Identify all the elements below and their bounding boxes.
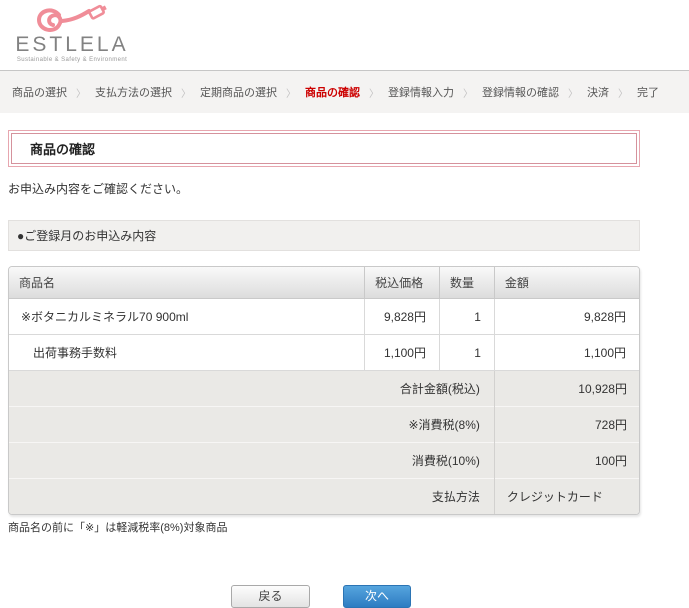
product-price: 1,100円	[364, 334, 440, 371]
product-name: ※ボタニカルミネラル70 900ml	[9, 298, 365, 335]
summary-row-tax10: 消費税(10%) 100円	[9, 442, 639, 479]
summary-label: 合計金額(税込)	[9, 370, 495, 407]
page-title-box: 商品の確認	[8, 130, 640, 167]
summary-value: 728円	[493, 406, 639, 443]
breadcrumb-step-complete[interactable]: 完了	[637, 87, 659, 99]
estlela-swirl-icon	[36, 4, 107, 32]
col-header-amount: 金額	[493, 267, 639, 299]
section-heading: ●ご登録月のお申込み内容	[8, 220, 640, 251]
product-qty: 1	[438, 298, 495, 335]
table-row: ※ボタニカルミネラル70 900ml 9,828円 1 9,828円	[9, 298, 639, 335]
col-header-quantity: 数量	[438, 267, 495, 299]
breadcrumb-step-settlement[interactable]: 決済	[587, 87, 609, 99]
button-row: 戻る 次へ	[8, 585, 640, 608]
summary-label: ※消費税(8%)	[9, 406, 495, 443]
summary-value: 10,928円	[493, 370, 639, 407]
product-qty: 1	[438, 334, 495, 371]
summary-label: 消費税(10%)	[9, 442, 495, 479]
chevron-right-icon: 〉	[568, 88, 578, 100]
chevron-right-icon: 〉	[76, 88, 86, 100]
chevron-right-icon: 〉	[618, 88, 628, 100]
brand-name: ESTLELA	[15, 33, 129, 56]
product-amount: 1,100円	[493, 334, 639, 371]
chevron-right-icon: 〉	[463, 88, 473, 100]
product-price: 9,828円	[364, 298, 440, 335]
summary-row-payment-method: 支払方法 クレジットカード	[9, 478, 639, 514]
instruction-text: お申込み内容をご確認ください。	[8, 182, 189, 196]
product-amount: 9,828円	[493, 298, 639, 335]
summary-value: クレジットカード	[493, 478, 639, 514]
breadcrumb-step-product-confirm: 商品の確認	[305, 87, 360, 99]
breadcrumb: 商品の選択 〉 支払方法の選択 〉 定期商品の選択 〉 商品の確認 〉 登録情報…	[0, 70, 689, 113]
summary-row-tax8: ※消費税(8%) 728円	[9, 406, 639, 443]
back-button[interactable]: 戻る	[231, 585, 310, 608]
breadcrumb-step-registration-input[interactable]: 登録情報入力	[388, 87, 454, 99]
brand-tagline: Sustainable & Safety & Environment	[16, 57, 128, 63]
breadcrumb-step-registration-confirm[interactable]: 登録情報の確認	[482, 87, 559, 99]
summary-value: 100円	[493, 442, 639, 479]
brand-logo: ESTLELA Sustainable & Safety & Environme…	[13, 0, 131, 63]
breadcrumb-step-product-select[interactable]: 商品の選択	[12, 87, 67, 99]
summary-label: 支払方法	[9, 478, 495, 514]
chevron-right-icon: 〉	[286, 88, 296, 100]
order-table: 商品名 税込価格 数量 金額 ※ボタニカルミネラル70 900ml 9,828円…	[8, 266, 640, 515]
chevron-right-icon: 〉	[181, 88, 191, 100]
chevron-right-icon: 〉	[369, 88, 379, 100]
page-title: 商品の確認	[11, 133, 637, 164]
reduced-tax-footnote: 商品名の前に「※」は軽減税率(8%)対象商品	[8, 522, 228, 534]
table-row: 出荷事務手数料 1,100円 1 1,100円	[9, 334, 639, 371]
breadcrumb-step-payment-select[interactable]: 支払方法の選択	[95, 87, 172, 99]
next-button[interactable]: 次へ	[343, 585, 411, 608]
summary-row-total: 合計金額(税込) 10,928円	[9, 370, 639, 407]
table-header-row: 商品名 税込価格 数量 金額	[9, 267, 639, 299]
col-header-product-name: 商品名	[9, 267, 365, 299]
product-name: 出荷事務手数料	[9, 334, 365, 371]
breadcrumb-step-subscription-select[interactable]: 定期商品の選択	[200, 87, 277, 99]
col-header-tax-included-price: 税込価格	[364, 267, 440, 299]
